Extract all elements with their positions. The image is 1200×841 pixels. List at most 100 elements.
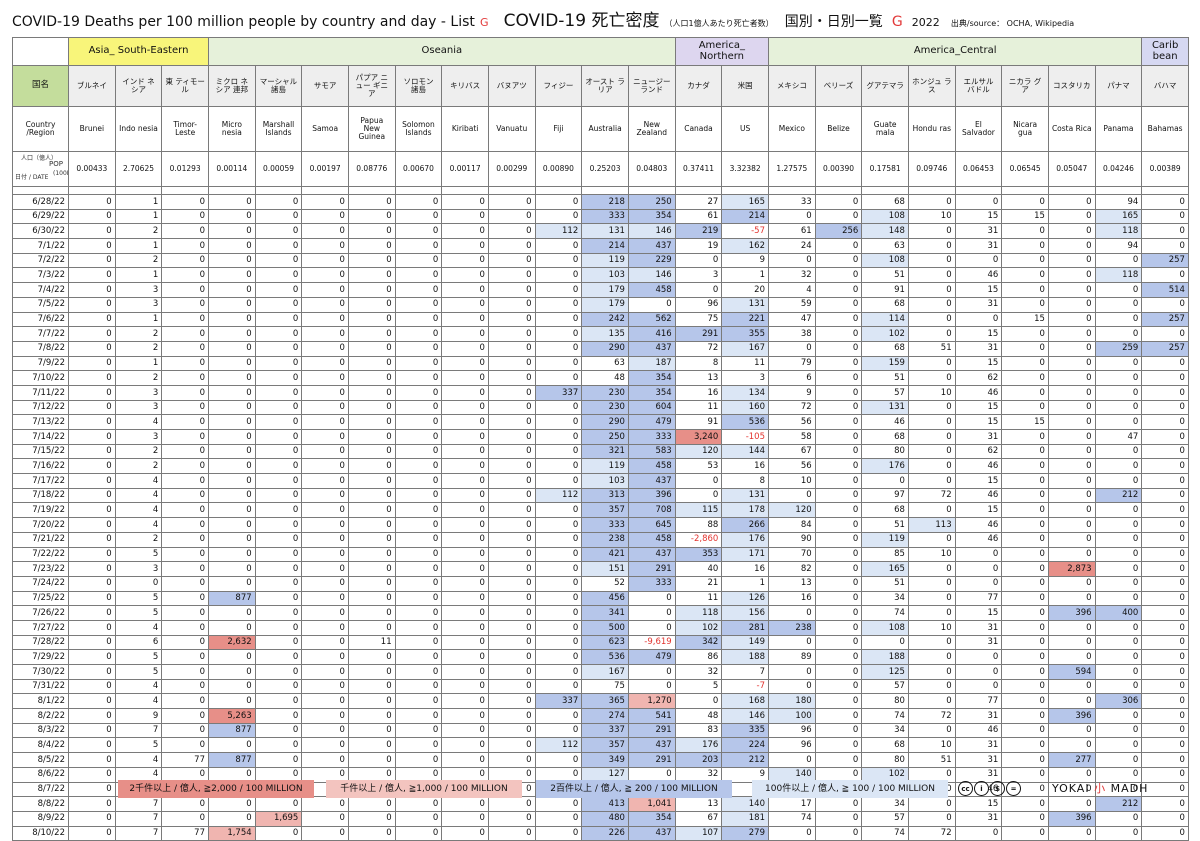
value-cell: 313 xyxy=(581,487,629,504)
value-cell: 0 xyxy=(1094,502,1143,519)
table-row: 7/24/22 0 0 0 0 0 0 0 0 0 0 0 52 333 21 1 13 0 51 0 0 0 0 0 0 xyxy=(12,575,1189,592)
country-jp-name: 東 ティモール xyxy=(161,65,209,107)
value-cell: 0 xyxy=(347,399,396,416)
value-cell: 0 xyxy=(394,429,443,445)
value-cell: 0 xyxy=(954,561,1003,577)
table-row: 7/14/22 0 3 0 0 0 0 0 0 0 0 0 250 333 3,240 -105 58 0 68 0 3… xyxy=(12,429,1189,445)
value-cell: 112 xyxy=(534,487,583,504)
value-cell: 0 xyxy=(301,252,349,269)
value-cell: 0 xyxy=(814,531,863,548)
date-cell: 7/24/22 xyxy=(12,575,69,592)
country-en-name: El Salvador xyxy=(954,106,1003,152)
value-cell: 5 xyxy=(114,737,163,754)
pop-label: POP xyxy=(49,160,63,168)
value-cell: 0 xyxy=(1001,282,1049,298)
value-cell: 0 xyxy=(441,487,489,504)
value-cell: 0 xyxy=(301,517,349,533)
value-cell: 67 xyxy=(768,443,816,460)
value-cell: 437 xyxy=(627,473,676,489)
region-header-row: Asia_ South-Eastern Oseania America_ North… xyxy=(12,37,1189,66)
value-cell: 119 xyxy=(861,531,909,548)
value-cell: 337 xyxy=(534,384,583,401)
value-cell: 321 xyxy=(581,443,629,460)
date-cell: 7/31/22 xyxy=(12,678,69,695)
value-cell: 77 xyxy=(954,590,1003,607)
value-cell: 0 xyxy=(208,384,256,401)
value-cell: 118 xyxy=(1094,267,1143,284)
logo-mid: 小 xyxy=(1094,782,1107,795)
value-cell: 0 xyxy=(208,810,256,827)
value-cell: 337 xyxy=(534,693,583,710)
value-cell: 0 xyxy=(534,590,583,607)
value-cell: 0 xyxy=(441,458,489,475)
value-cell: 0 xyxy=(814,252,863,269)
value-cell: 306 xyxy=(1094,693,1143,710)
value-cell: 333 xyxy=(581,208,629,225)
value-cell: 0 xyxy=(347,355,396,372)
value-cell: 160 xyxy=(721,399,769,416)
value-cell: 0 xyxy=(814,370,863,386)
value-cell: 0 xyxy=(254,355,303,372)
value-cell: 0 xyxy=(1001,561,1049,577)
table-row: 8/4/22 0 5 0 0 0 0 0 0 0 0 112 357 437 176 224 96 0 68 10 31… xyxy=(12,737,1189,754)
value-cell: 0 xyxy=(487,752,536,768)
value-cell: 118 xyxy=(674,605,723,621)
value-cell: 89 xyxy=(768,649,816,665)
value-cell: 5 xyxy=(114,664,163,680)
value-cell: 0 xyxy=(1141,443,1189,460)
value-cell: 0 xyxy=(814,546,863,563)
value-cell: 0 xyxy=(1001,575,1049,592)
country-population: 0.25203 xyxy=(581,151,629,187)
value-cell: 0 xyxy=(1094,619,1143,636)
value-cell: 0 xyxy=(208,399,256,416)
title-japanese-note: （人口1億人あたり死亡者数） xyxy=(664,19,774,28)
value-cell: 0 xyxy=(1001,531,1049,548)
value-cell: 0 xyxy=(1001,810,1049,827)
value-cell: 0 xyxy=(441,414,489,430)
value-cell: 103 xyxy=(581,473,629,489)
value-cell: 0 xyxy=(907,296,956,313)
value-cell: 0 xyxy=(487,634,536,651)
value-cell: 0 xyxy=(534,605,583,621)
value-cell: 0 xyxy=(301,399,349,416)
value-cell: 0 xyxy=(814,693,863,710)
value-cell: 0 xyxy=(487,737,536,754)
value-cell: 0 xyxy=(68,370,116,386)
table-row: 8/3/22 0 7 0 877 0 0 0 0 0 0 0 337 291 83 335 96 0 34 0 46 0 0… xyxy=(12,722,1189,739)
country-jp-name: コスタリカ xyxy=(1047,65,1096,107)
country-population: 0.00389 xyxy=(1141,151,1189,187)
value-cell: 31 xyxy=(954,634,1003,651)
value-cell: 165 xyxy=(861,561,909,577)
value-cell: 0 xyxy=(1001,267,1049,284)
value-cell: 9 xyxy=(768,384,816,401)
value-cell: 0 xyxy=(68,208,116,225)
value-cell: 0 xyxy=(208,370,256,386)
country-jp-name: バハマ xyxy=(1141,65,1189,107)
value-cell: 0 xyxy=(347,825,396,841)
value-cell: 0 xyxy=(814,708,863,724)
value-cell: 0 xyxy=(208,502,256,519)
value-cell: 77 xyxy=(954,693,1003,710)
value-cell: 219 xyxy=(674,223,723,240)
value-cell: 7 xyxy=(721,664,769,680)
table-row: 7/31/22 0 4 0 0 0 0 0 0 0 0 0 75 0 5 -7 0 0 57 0 0 0 0 0 0 xyxy=(12,678,1189,695)
value-cell: 179 xyxy=(581,296,629,313)
value-cell: 0 xyxy=(441,194,489,210)
region-header-3: America_Central xyxy=(767,37,1143,66)
value-cell: 0 xyxy=(394,340,443,357)
table-row: 7/21/22 0 2 0 0 0 0 0 0 0 0 0 238 458 -2,860 176 90 0 119 0… xyxy=(12,531,1189,548)
value-cell: 0 xyxy=(1094,649,1143,665)
value-cell: 74 xyxy=(861,825,909,841)
value-cell: 0 xyxy=(208,238,256,254)
value-cell: 57 xyxy=(861,384,909,401)
value-cell: 0 xyxy=(768,487,816,504)
value-cell: 46 xyxy=(954,458,1003,475)
value-cell: 0 xyxy=(394,810,443,827)
value-cell: 10 xyxy=(907,619,956,636)
table-row: 7/6/22 0 1 0 0 0 0 0 0 0 0 0 242 562 75 221 47 0 114 0 0 15 0 0… xyxy=(12,311,1189,328)
date-cell: 7/2/22 xyxy=(12,252,69,269)
value-cell: 0 xyxy=(907,531,956,548)
value-cell: 0 xyxy=(161,355,209,372)
value-cell: 3 xyxy=(674,267,723,284)
value-cell: 0 xyxy=(487,649,536,665)
